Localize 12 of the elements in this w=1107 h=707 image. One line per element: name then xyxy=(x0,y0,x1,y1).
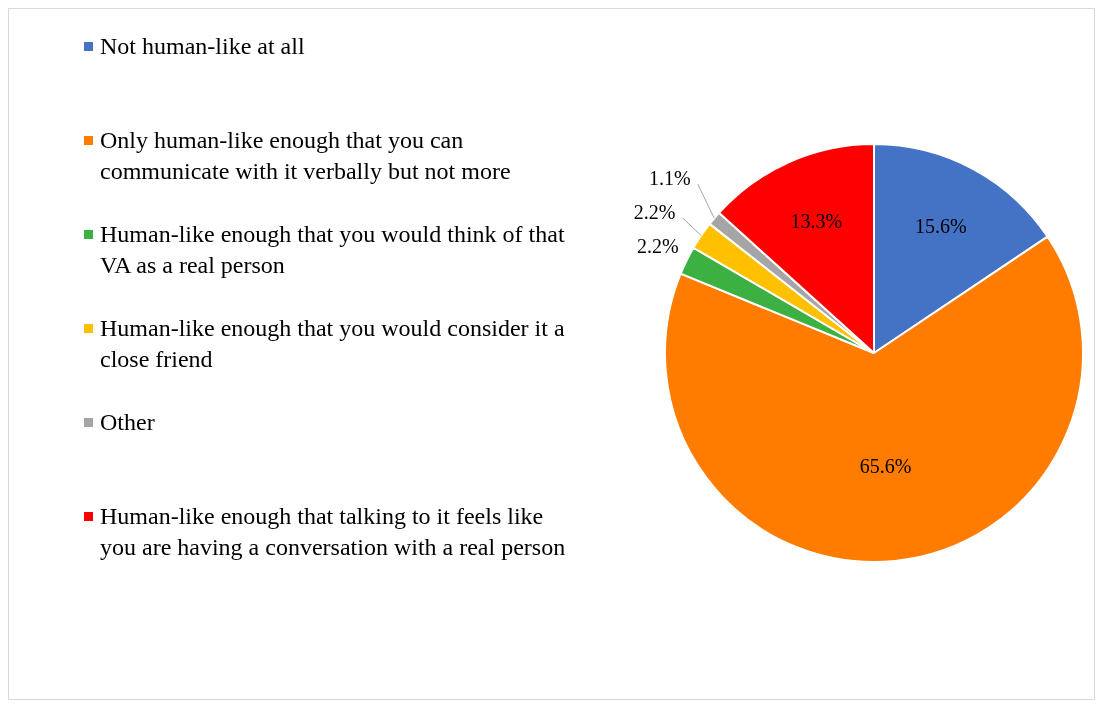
data-label: 1.1% xyxy=(648,167,691,190)
legend-label: Human-like enough that talking to it feels like you are having a conversation with a real person xyxy=(100,502,567,562)
data-label: 65.6% xyxy=(859,454,912,477)
data-label: 2.2% xyxy=(633,201,676,224)
legend-label: Not human-like at all xyxy=(100,32,306,61)
legend-label: Human-like enough that you would consider it a close friend xyxy=(100,314,566,374)
data-label: 15.6% xyxy=(915,214,967,237)
data-label: 13.3% xyxy=(790,210,843,233)
legend-label: Human-like enough that you would think of that VA as a real person xyxy=(100,220,566,280)
data-label: 2.2% xyxy=(637,235,679,258)
legend-label: Only human-like enough that you can communicate with it verbally but not more xyxy=(100,126,512,186)
legend-label: Other xyxy=(100,408,156,437)
